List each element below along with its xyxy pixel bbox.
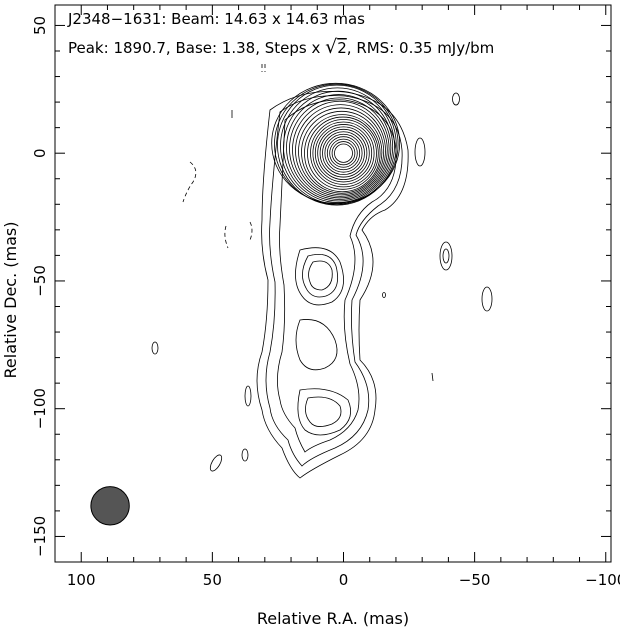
axis-ticks: 100 50 0 −50 −100 50 0 −50 −100 −150: [31, 5, 620, 589]
jet-contour: [277, 99, 397, 453]
core-contour: [319, 128, 368, 178]
x-tick-label: −50: [459, 571, 491, 589]
core-contour: [307, 116, 379, 190]
y-tick-label: −150: [31, 516, 49, 557]
y-tick-label: −100: [31, 388, 49, 429]
negative-contour: [261, 64, 266, 72]
noise-blob: [414, 137, 426, 167]
header-line-2-pre: Peak: 1890.7, Base: 1.38, Steps x: [68, 39, 325, 57]
core-contour: [329, 138, 358, 168]
negative-contour: [224, 225, 229, 249]
noise-blob: [481, 286, 493, 312]
jet-contour: [295, 319, 338, 371]
jet-contour: [305, 396, 342, 427]
core-contour: [314, 124, 373, 183]
core-contour: [326, 136, 361, 171]
noise-blob: [209, 454, 223, 472]
core-contour: [331, 141, 356, 166]
jet-contour: [302, 253, 339, 298]
y-tick-label: 0: [31, 148, 49, 158]
jet-contour: [308, 260, 333, 291]
core-contour: [304, 114, 381, 193]
noise-blob: [452, 92, 460, 106]
x-tick-label: 50: [203, 571, 222, 589]
jet-contour: [256, 91, 409, 479]
sqrt-two: 2: [337, 39, 347, 57]
y-tick-label: 50: [31, 16, 49, 35]
x-axis-label: Relative R.A. (mas): [257, 609, 409, 628]
core-contour: [301, 110, 383, 194]
core-contour: [317, 126, 370, 180]
core-contour: [289, 97, 390, 200]
jet-contour: [297, 388, 352, 436]
jet-contour: [295, 247, 344, 306]
jet-contour: [265, 95, 403, 467]
noise-blob: [382, 292, 386, 298]
x-tick-label: 100: [67, 571, 96, 589]
header-line-2-post: , RMS: 0.35 mJy/bm: [347, 39, 495, 57]
core-contour: [324, 133, 363, 173]
negative-contour: [182, 161, 197, 203]
core-contour: [298, 107, 385, 196]
y-tick-label: −50: [31, 265, 49, 297]
x-tick-label: 0: [339, 571, 349, 589]
core-contour: [312, 121, 375, 185]
core-contour: [334, 143, 353, 163]
negative-contour: [249, 221, 253, 241]
core-contour: [322, 131, 365, 176]
core-contour: [271, 82, 401, 204]
plot-frame: [54, 4, 612, 563]
header-line-1: J2348−1631: Beam: 14.63 x 14.63 mas: [67, 10, 365, 28]
core-contour: [295, 104, 386, 197]
noise-blob: [439, 241, 453, 271]
y-axis-label: Relative Dec. (mas): [1, 222, 20, 379]
header-line-2: Peak: 1890.7, Base: 1.38, Steps x √2, RM…: [68, 36, 494, 58]
contour-lines: [256, 82, 409, 479]
core-contour: [274, 83, 399, 205]
noise-blob: [241, 448, 249, 462]
sqrt-symbol: √: [325, 36, 338, 58]
beam-ellipse: [90, 486, 130, 526]
noise-blob: [151, 341, 159, 355]
noise-blob: [244, 385, 252, 407]
x-tick-label: −100: [585, 571, 620, 589]
noise-tick: [431, 372, 434, 382]
core-contour: [310, 119, 377, 188]
core-contour: [286, 94, 392, 202]
noise-blob: [442, 248, 450, 264]
core-contour: [292, 100, 388, 199]
noise-contours: [151, 64, 493, 472]
core-contour: [277, 84, 397, 206]
